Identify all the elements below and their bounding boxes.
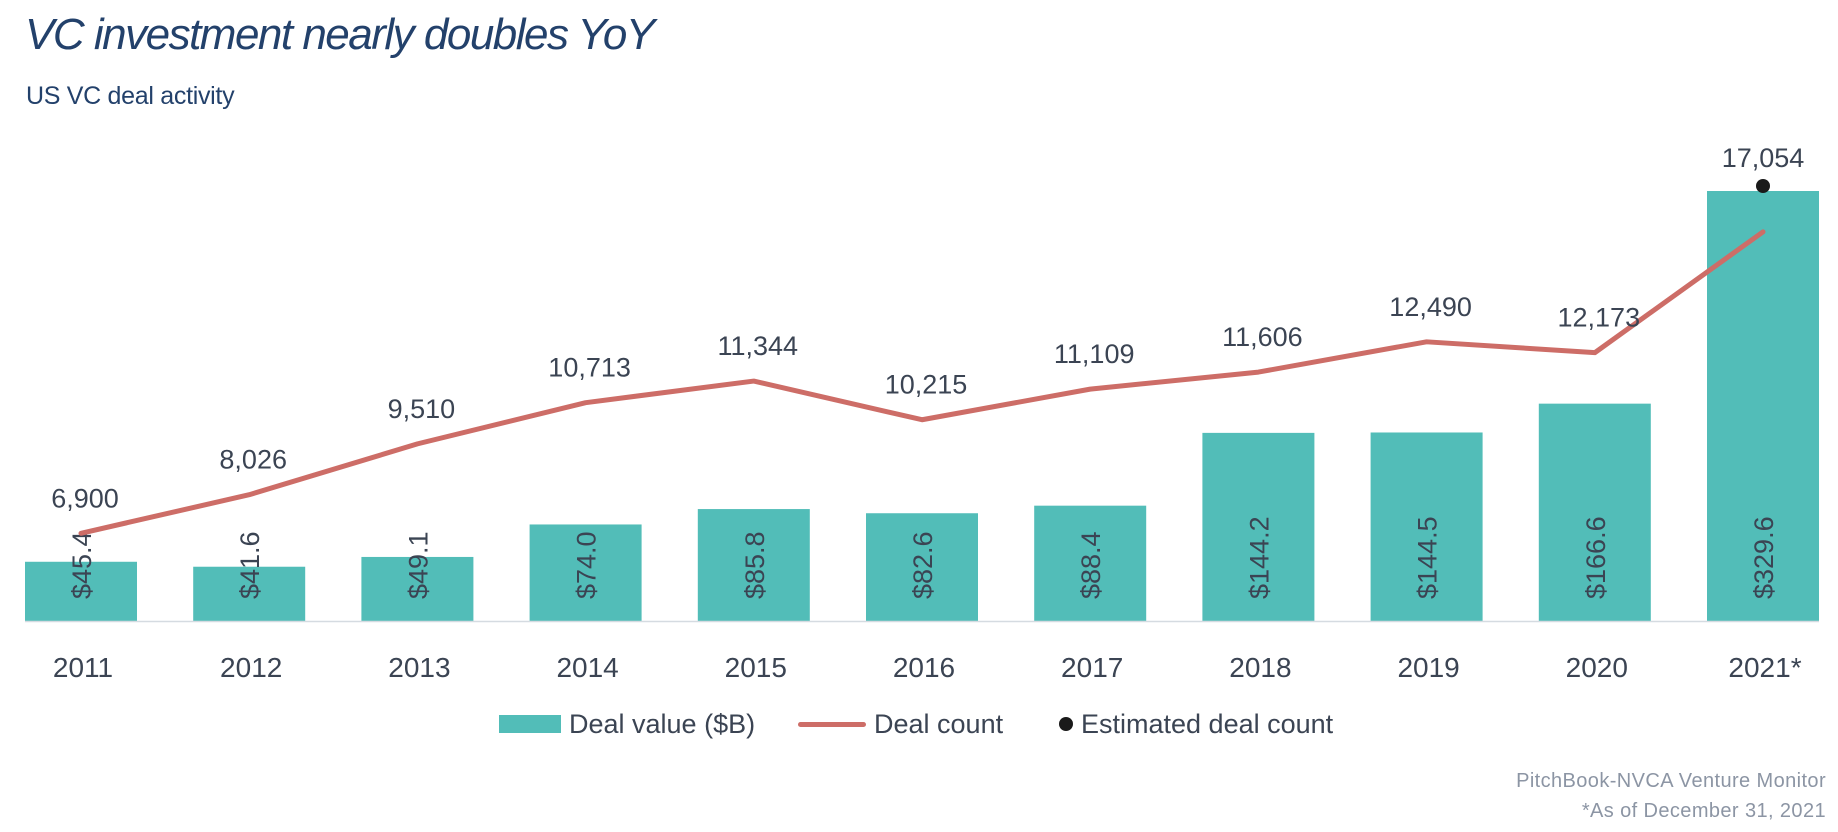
line-value-label: 12,490 (1389, 292, 1472, 322)
deal-count-line (78, 229, 1766, 536)
line-series (78, 229, 1766, 536)
legend: Deal value ($B) Deal count Estimated dea… (0, 704, 1838, 744)
combo-chart: $45.4 $41.6 $49.1 $74.0 $85.8 $82.6 $88.4 $144.… (25, 143, 1819, 683)
bar (1707, 191, 1819, 621)
legend-item-deal-value: Deal value ($B) (499, 704, 755, 744)
bar-value-label: $329.6 (1749, 516, 1779, 599)
bar (193, 566, 306, 621)
bar-value-label: $144.5 (1413, 516, 1443, 599)
legend-item-deal-count: Deal count (798, 704, 1003, 744)
bar (1034, 505, 1147, 621)
legend-swatch-dot (1059, 717, 1073, 731)
line-value-labels: 6,900 8,026 9,510 10,713 11,344 10,215 11,109 1… (51, 143, 1804, 513)
x-axis-tick-labels: 2011 2012 2013 2014 2015 2016 2017 2018 2019 2020… (53, 652, 1802, 683)
legend-swatch-bar (499, 715, 561, 733)
x-tick-label: 2014 (556, 652, 618, 683)
estimated-value-label: 17,054 (1722, 143, 1805, 173)
chart-title: VC investment nearly doubles YoY (25, 10, 655, 59)
bar-value-label: $49.1 (403, 531, 433, 599)
bar (1538, 403, 1651, 621)
legend-label-deal-count: Deal count (874, 708, 1004, 739)
x-tick-label: 2021* (1728, 652, 1801, 683)
x-tick-label: 2012 (220, 652, 282, 683)
x-tick-label: 2011 (53, 652, 113, 683)
bar-value-labels: $45.4 $41.6 $49.1 $74.0 $85.8 $82.6 $88.4 $144.… (67, 516, 1779, 599)
legend-label-estimated: Estimated deal count (1081, 708, 1334, 739)
bar (697, 509, 810, 621)
x-tick-label: 2017 (1061, 652, 1123, 683)
footnote: *As of December 31, 2021 (1581, 800, 1826, 822)
line-value-label: 11,344 (718, 331, 799, 361)
bar-value-label: $85.8 (740, 531, 770, 599)
line-value-label: 11,109 (1054, 339, 1135, 369)
bar-value-label: $74.0 (572, 531, 602, 599)
line-value-label: 10,713 (548, 353, 631, 383)
estimated-point (1756, 179, 1770, 193)
bar (529, 524, 642, 621)
line-value-label: 11,606 (1222, 322, 1303, 352)
x-tick-label: 2018 (1229, 652, 1291, 683)
chart-subtitle: US VC deal activity (26, 82, 235, 110)
x-tick-label: 2019 (1397, 652, 1459, 683)
bar (1370, 432, 1483, 621)
legend-label-deal-value: Deal value ($B) (569, 708, 756, 739)
legend-item-estimated: Estimated deal count (1059, 704, 1333, 744)
bar (866, 513, 978, 621)
legend-swatch-line (798, 721, 866, 727)
line-value-label: 12,173 (1558, 303, 1641, 333)
line-value-label: 9,510 (388, 394, 456, 424)
x-tick-label: 2013 (388, 652, 450, 683)
bar-value-label: $45.4 (67, 531, 97, 599)
line-value-label: 6,900 (51, 483, 119, 513)
line-value-label: 8,026 (219, 445, 287, 475)
bar-value-label: $82.6 (908, 531, 938, 599)
estimated-series (1756, 179, 1770, 193)
bar-value-label: $88.4 (1076, 531, 1106, 599)
x-tick-label: 2015 (725, 652, 787, 683)
bar (1202, 432, 1315, 621)
line-value-label: 10,215 (885, 370, 968, 400)
x-tick-label: 2020 (1566, 652, 1628, 683)
bar-value-label: $166.6 (1581, 516, 1611, 599)
bar-series (25, 191, 1819, 621)
bar (361, 556, 474, 621)
source-text: PitchBook-NVCA Venture Monitor (1516, 770, 1826, 792)
bar-value-label: $144.2 (1244, 516, 1274, 599)
x-tick-label: 2016 (893, 652, 955, 683)
bar-value-label: $41.6 (235, 531, 265, 599)
bar (25, 561, 137, 621)
